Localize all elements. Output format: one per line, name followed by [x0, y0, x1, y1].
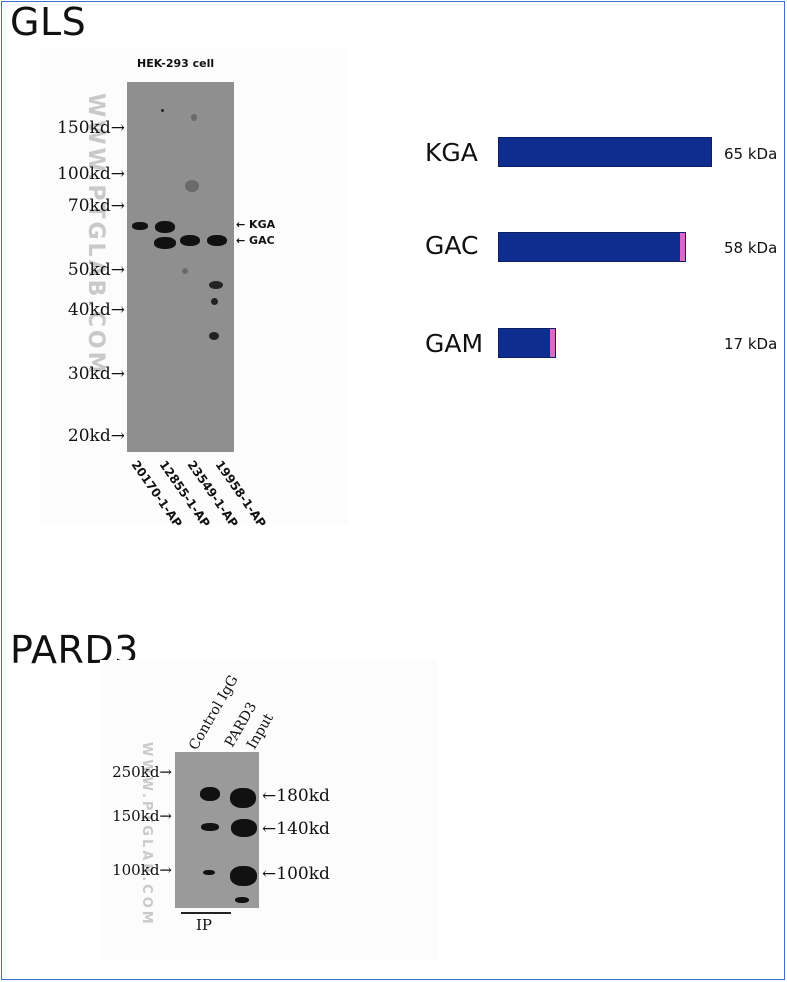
pard3-band [230, 788, 256, 808]
pard3-band [230, 866, 257, 886]
gls-band [207, 235, 227, 246]
pard3-ip-label: IP [196, 916, 213, 934]
pard3-band [203, 870, 215, 875]
gls-band [180, 235, 200, 246]
gls-faint-spot [185, 180, 199, 192]
gls-faint-spot [182, 268, 188, 274]
gls-mw-70: 70kd→ [67, 196, 125, 216]
pard3-blot-image [175, 752, 259, 908]
gls-title: GLS [10, 0, 87, 44]
isoform-bar [498, 232, 686, 262]
pard3-band-label: ←100kd [262, 864, 330, 884]
gls-spot [209, 281, 223, 289]
pard3-mw-250: 250kd→ [112, 763, 172, 781]
isoform-bar [498, 328, 556, 358]
gls-mw-150: 150kd→ [57, 118, 125, 138]
gls-faint-spot [191, 114, 197, 121]
isoform-size: 58 kDa [724, 239, 778, 257]
gls-band [154, 237, 176, 249]
pard3-mw-100: 100kd→ [112, 861, 172, 879]
isoform-name: KGA [425, 138, 478, 167]
isoform-tail [680, 233, 685, 261]
gls-band-label-kga: ← KGA [236, 218, 276, 231]
isoform-tail [550, 329, 555, 357]
pard3-ip-bracket [181, 912, 231, 914]
pard3-band [201, 823, 219, 831]
pard3-blot-panel: WWW.PTGLAB.COM [100, 660, 437, 960]
gls-spot [211, 298, 218, 305]
gls-band [155, 221, 175, 233]
isoform-name: GAC [425, 231, 479, 260]
pard3-band [200, 787, 220, 801]
gls-mw-50: 50kd→ [67, 260, 125, 280]
gls-cell-line: HEK-293 cell [137, 57, 215, 70]
gls-blot-image [127, 82, 234, 452]
gls-spot [209, 332, 219, 340]
gls-spot [161, 109, 164, 112]
isoform-bar [498, 137, 712, 167]
gls-mw-40: 40kd→ [67, 300, 125, 320]
pard3-band [235, 897, 249, 903]
gls-band-label-gac: ← GAC [236, 234, 275, 247]
pard3-band [231, 819, 257, 837]
isoform-size: 17 kDa [724, 335, 778, 353]
pard3-band-label: ←180kd [262, 786, 330, 806]
gls-mw-20: 20kd→ [67, 426, 125, 446]
gls-mw-30: 30kd→ [67, 364, 125, 384]
gls-mw-100: 100kd→ [57, 164, 125, 184]
pard3-band-label: ←140kd [262, 819, 330, 839]
isoform-name: GAM [425, 329, 484, 358]
gls-band [132, 222, 148, 230]
pard3-mw-150: 150kd→ [112, 807, 172, 825]
isoform-size: 65 kDa [724, 145, 778, 163]
